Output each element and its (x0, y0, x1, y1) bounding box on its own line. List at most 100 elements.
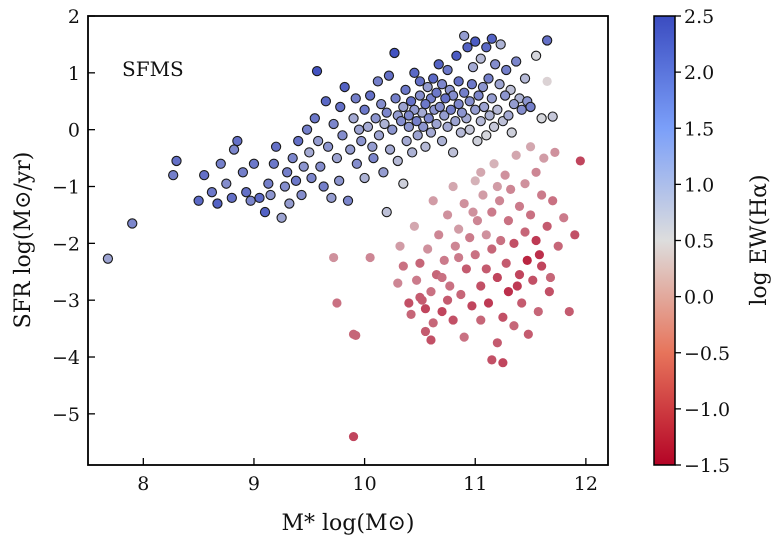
data-point (542, 221, 552, 231)
data-point (335, 101, 346, 113)
x-tick-label: 12 (574, 473, 598, 495)
data-point (522, 255, 532, 265)
data-point (268, 158, 280, 169)
data-point (348, 113, 359, 124)
data-point (477, 81, 489, 93)
data-point (351, 158, 363, 169)
y-tick-label: −3 (52, 290, 80, 312)
data-point (389, 47, 400, 59)
data-point (542, 76, 552, 86)
data-point (470, 250, 480, 260)
data-point (318, 181, 329, 192)
data-point (494, 79, 505, 90)
colorbar-tick-label: −1.5 (684, 455, 730, 477)
data-point (364, 90, 376, 101)
data-point (508, 98, 520, 110)
data-point (199, 169, 210, 181)
data-point (454, 252, 464, 263)
data-point (333, 175, 345, 186)
data-point (270, 141, 282, 152)
data-point (381, 107, 392, 118)
data-point (531, 167, 541, 177)
data-point (465, 233, 475, 243)
data-point (415, 258, 425, 268)
data-point (496, 235, 506, 246)
data-point (437, 306, 447, 317)
colorbar-tick-label: 2.0 (684, 62, 714, 84)
data-point (293, 135, 304, 147)
data-point (492, 104, 503, 115)
data-point (520, 227, 530, 237)
data-point (492, 272, 502, 283)
data-point (296, 189, 307, 201)
data-point (423, 113, 434, 124)
data-point (376, 98, 387, 110)
data-point (525, 210, 536, 220)
data-point (525, 101, 536, 113)
colorbar-tick-label: 0.5 (684, 231, 714, 253)
data-point (383, 70, 395, 81)
data-point (536, 113, 547, 124)
data-point (509, 321, 519, 331)
colorbar-tick-label: −0.5 (684, 343, 730, 365)
data-point (415, 292, 425, 302)
data-point (331, 152, 343, 164)
data-point (470, 36, 481, 47)
data-point (398, 261, 408, 271)
data-point (498, 312, 508, 322)
data-point (406, 309, 416, 319)
data-point (454, 224, 464, 234)
data-point (466, 79, 478, 90)
data-point (407, 147, 418, 158)
data-point (511, 150, 521, 160)
x-tick-label: 10 (353, 473, 377, 495)
data-point (512, 281, 522, 291)
data-point (433, 59, 444, 70)
data-point (455, 127, 467, 138)
x-axis-ticks: 8 9 10 11 12 (137, 458, 598, 495)
data-point (367, 141, 378, 152)
data-point (481, 130, 492, 141)
data-point (345, 144, 356, 155)
data-point (503, 216, 514, 226)
data-point (453, 98, 464, 110)
data-point (359, 172, 370, 184)
y-axis-title: SFR log(M⊙/yr) (11, 152, 36, 329)
data-point (498, 358, 508, 368)
data-point (245, 195, 256, 206)
data-point (494, 196, 505, 206)
data-point (462, 42, 473, 53)
data-point (442, 210, 453, 220)
colorbar-ticks: −1.5 −1.0 −0.5 0.0 0.5 1.0 1.5 2.0 2.5 (675, 6, 730, 477)
data-point (461, 264, 471, 274)
colorbar-tick-label: 2.5 (684, 6, 714, 28)
data-point (328, 118, 339, 130)
data-point (464, 96, 475, 107)
data-point (390, 93, 401, 104)
data-point (478, 101, 490, 113)
data-point (409, 67, 420, 78)
data-points (102, 30, 585, 442)
data-point (221, 178, 232, 189)
y-axis-ticks: −5 −4 −3 −2 −1 0 1 2 (52, 6, 95, 426)
data-point (298, 161, 309, 172)
data-point (519, 73, 531, 84)
data-point (378, 167, 389, 178)
data-point (350, 93, 361, 104)
data-point (481, 42, 492, 53)
data-point (304, 147, 315, 158)
data-point (193, 195, 204, 206)
data-point (315, 161, 326, 172)
data-point (434, 101, 445, 113)
data-point (442, 121, 453, 132)
data-point (442, 64, 453, 76)
data-point (487, 244, 497, 254)
data-point (442, 295, 453, 305)
data-point (356, 135, 367, 147)
data-point (437, 272, 447, 283)
data-point (420, 304, 431, 314)
data-point (450, 241, 460, 251)
data-point (281, 167, 293, 178)
data-point (516, 104, 527, 115)
data-point (523, 329, 533, 339)
